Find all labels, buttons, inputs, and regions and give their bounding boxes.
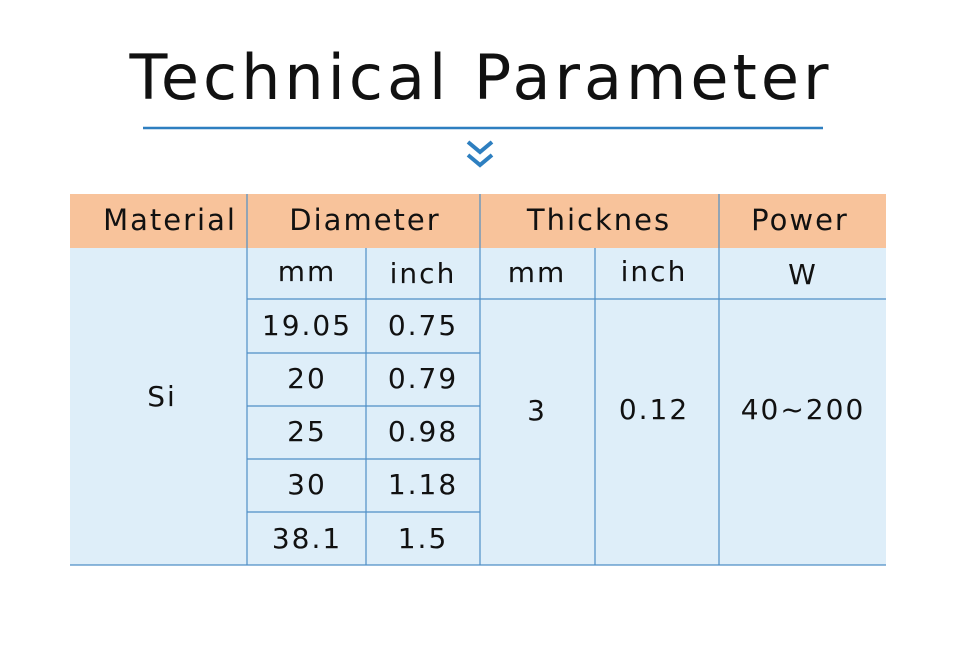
diameter-mm: 20: [287, 362, 327, 395]
material: Si: [147, 380, 177, 413]
diameter-inch: 0.75: [388, 309, 458, 342]
diameter-mm: 38.1: [272, 522, 342, 555]
table-grid: [70, 194, 886, 566]
unit: inch: [390, 257, 457, 290]
unit: mm: [278, 255, 337, 288]
thickness-mm: 3: [527, 394, 547, 427]
diameter-inch: 1.5: [398, 522, 449, 555]
column-header: Power: [751, 203, 849, 237]
column-header: Thicknes: [526, 203, 671, 237]
thickness-inch: 0.12: [619, 393, 689, 426]
unit: mm: [508, 256, 567, 289]
chevron: [466, 140, 494, 168]
diameter-mm: 25: [287, 415, 327, 448]
column-header: Diameter: [289, 203, 440, 237]
column-header: Material: [103, 203, 237, 237]
diameter-inch: 0.79: [388, 362, 458, 395]
diameter-mm: 30: [287, 468, 327, 501]
diameter-inch: 0.98: [388, 415, 458, 448]
unit: inch: [621, 255, 688, 288]
diameter-mm: 19.05: [262, 309, 352, 342]
title: Technical Parameter: [129, 41, 833, 114]
diameter-inch: 1.18: [388, 468, 458, 501]
unit: W: [788, 258, 818, 291]
header-row: [70, 194, 886, 248]
power: 40~200: [741, 393, 866, 426]
